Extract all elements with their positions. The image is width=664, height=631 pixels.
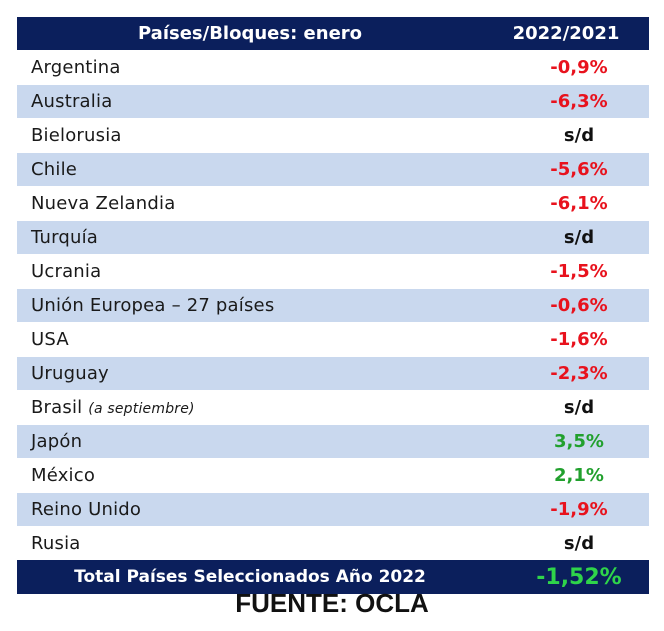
country-name: Nueva Zelandia xyxy=(31,193,176,214)
country-cell: Unión Europea – 27 países xyxy=(17,288,483,323)
country-cell: Reino Unido xyxy=(17,492,483,527)
country-name: Reino Unido xyxy=(31,499,142,520)
total-value: -1,52% xyxy=(483,560,649,594)
table-footer: Total Países Seleccionados Año 2022 -1,5… xyxy=(17,560,649,594)
country-name: México xyxy=(31,465,96,486)
variation-value: -0,9% xyxy=(483,50,649,85)
table-row: Bielorusia s/d xyxy=(17,118,649,153)
country-name: Bielorusia xyxy=(31,125,122,146)
country-cell: Nueva Zelandia xyxy=(17,186,483,221)
variation-value: s/d xyxy=(483,220,649,255)
country-cell: Chile xyxy=(17,152,483,187)
table-row: Unión Europea – 27 países -0,6% xyxy=(17,288,649,323)
variation-value: -1,9% xyxy=(483,492,649,527)
country-cell: Turquía xyxy=(17,220,483,255)
header-country: Países/Bloques: enero xyxy=(17,17,483,51)
country-name: Ucrania xyxy=(31,261,102,282)
country-name: Turquía xyxy=(31,227,99,248)
variation-value: -6,3% xyxy=(483,84,649,119)
country-name: Japón xyxy=(31,431,83,452)
variation-value: s/d xyxy=(483,390,649,425)
country-name: Brasil xyxy=(31,397,83,418)
country-cell: Australia xyxy=(17,84,483,119)
table-row: Brasil (a septiembre) s/d xyxy=(17,390,649,425)
country-cell: Rusia xyxy=(17,526,483,560)
country-cell: México xyxy=(17,458,483,493)
table-row: Rusia s/d xyxy=(17,526,649,560)
country-name: Chile xyxy=(31,159,78,180)
country-note: (a septiembre) xyxy=(88,401,195,417)
header-row: Países/Bloques: enero 2022/2021 xyxy=(17,17,649,51)
data-table-container: Países/Bloques: enero 2022/2021 Argentin… xyxy=(17,17,649,594)
country-cell: Argentina xyxy=(17,50,483,85)
variation-value: -5,6% xyxy=(483,152,649,187)
table-row: USA -1,6% xyxy=(17,322,649,357)
country-cell: USA xyxy=(17,322,483,357)
table-body: Argentina -0,9% Australia -6,3% Bielorusia s/… xyxy=(17,50,649,560)
total-row: Total Países Seleccionados Año 2022 -1,5… xyxy=(17,560,649,594)
country-name: Unión Europea – 27 países xyxy=(31,295,275,316)
variation-value: -1,6% xyxy=(483,322,649,357)
variation-value: -6,1% xyxy=(483,186,649,221)
variation-value: -1,5% xyxy=(483,254,649,289)
country-name: USA xyxy=(31,329,69,350)
country-name: Australia xyxy=(31,91,113,112)
variation-value: -0,6% xyxy=(483,288,649,323)
table-row: Reino Unido -1,9% xyxy=(17,492,649,527)
header-period: 2022/2021 xyxy=(483,17,649,51)
table-row: Argentina -0,9% xyxy=(17,50,649,85)
table-row: Ucrania -1,5% xyxy=(17,254,649,289)
country-cell: Bielorusia xyxy=(17,118,483,153)
country-cell: Uruguay xyxy=(17,356,483,391)
variation-value: 2,1% xyxy=(483,458,649,493)
country-name: Argentina xyxy=(31,57,121,78)
countries-table: Países/Bloques: enero 2022/2021 Argentin… xyxy=(17,17,649,594)
table-row: Nueva Zelandia -6,1% xyxy=(17,186,649,221)
country-cell: Brasil (a septiembre) xyxy=(17,390,483,425)
variation-value: 3,5% xyxy=(483,424,649,459)
source-caption: FUENTE: OCLA xyxy=(235,588,429,618)
table-row: Chile -5,6% xyxy=(17,152,649,187)
country-cell: Ucrania xyxy=(17,254,483,289)
variation-value: s/d xyxy=(483,526,649,560)
country-name: Uruguay xyxy=(31,363,109,384)
country-name: Rusia xyxy=(31,533,81,554)
country-cell: Japón xyxy=(17,424,483,459)
table-row: México 2,1% xyxy=(17,458,649,493)
table-row: Turquía s/d xyxy=(17,220,649,255)
table-row: Uruguay -2,3% xyxy=(17,356,649,391)
table-header: Países/Bloques: enero 2022/2021 xyxy=(17,17,649,51)
total-label: Total Países Seleccionados Año 2022 xyxy=(17,560,483,594)
variation-value: -2,3% xyxy=(483,356,649,391)
variation-value: s/d xyxy=(483,118,649,153)
table-row: Australia -6,3% xyxy=(17,84,649,119)
table-row: Japón 3,5% xyxy=(17,424,649,459)
